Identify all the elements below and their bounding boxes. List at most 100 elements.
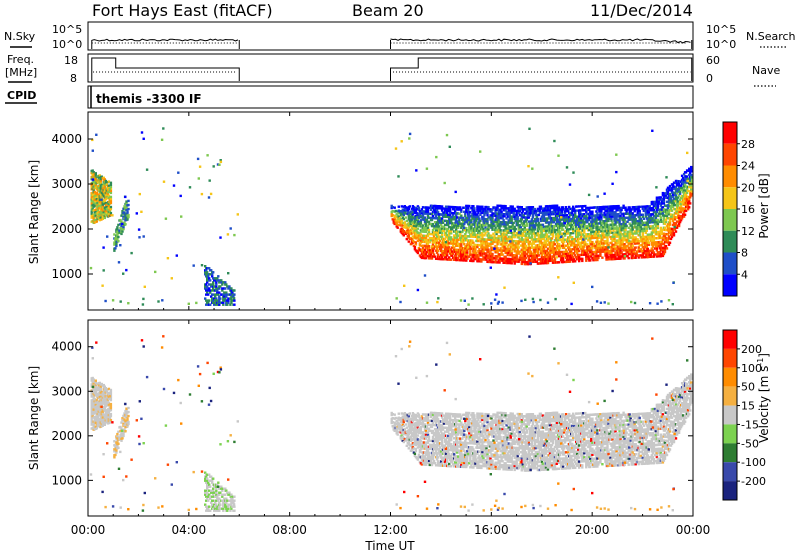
power-cell — [477, 225, 480, 229]
power-cell — [681, 207, 685, 210]
power-cell — [580, 221, 583, 224]
power-cell — [414, 214, 418, 218]
power-cell — [96, 209, 99, 213]
power-cell — [575, 219, 578, 222]
power-cell — [590, 230, 593, 234]
power-cell — [215, 283, 218, 286]
power-cell — [478, 209, 481, 212]
power-cell — [424, 256, 428, 260]
power-cell — [677, 182, 681, 185]
power-cell — [505, 217, 508, 220]
power-cell — [590, 255, 593, 258]
power-cell — [658, 236, 662, 240]
power-cell — [447, 223, 450, 227]
power-cell — [414, 241, 418, 244]
power-cell — [578, 259, 581, 263]
power-cell — [464, 233, 467, 236]
power-cell — [495, 230, 498, 234]
power-cell — [668, 219, 672, 222]
power-cell — [670, 189, 674, 192]
power-cell — [525, 222, 528, 225]
power-cell — [482, 228, 485, 231]
power-cell — [544, 231, 548, 234]
power-cell — [434, 227, 438, 230]
power-cell — [404, 226, 407, 229]
power-cell — [425, 220, 429, 223]
power-cell — [212, 281, 215, 284]
power-cell — [656, 218, 660, 222]
power-cell — [496, 224, 499, 228]
power-cell — [472, 211, 475, 214]
power-cell — [116, 230, 119, 233]
power-cell — [607, 211, 610, 214]
power-cell — [518, 207, 521, 211]
power-cell — [634, 236, 637, 239]
power-cell — [470, 221, 473, 224]
power-cell — [463, 210, 466, 213]
power-cell — [639, 254, 642, 257]
power-cell — [491, 252, 494, 256]
power-cell — [607, 256, 610, 259]
power-cell — [663, 214, 667, 217]
power-cell — [440, 205, 444, 208]
power-cell — [467, 214, 470, 218]
power-cell — [463, 255, 466, 258]
power-cell — [420, 208, 424, 211]
power-cell — [444, 219, 448, 223]
power-cell — [644, 231, 647, 234]
power-cell — [534, 222, 538, 225]
power-cell — [476, 233, 479, 237]
power-cell — [627, 256, 630, 260]
power-cell — [527, 232, 530, 235]
power-cell — [578, 229, 581, 232]
power-cell — [631, 226, 634, 229]
power-cell — [109, 185, 113, 188]
power-cell — [586, 251, 589, 254]
power-cell — [444, 231, 448, 235]
power-cell — [649, 215, 652, 218]
power-cell — [477, 256, 480, 259]
power-cell — [528, 228, 531, 231]
power-cell — [672, 187, 676, 190]
power-cell — [539, 239, 543, 243]
power-cell — [599, 244, 602, 247]
power-cell — [667, 243, 671, 246]
power-cell — [461, 255, 464, 258]
power-cell — [426, 214, 430, 217]
power-cell — [510, 251, 513, 255]
power-cell — [505, 233, 508, 236]
power-cell — [666, 233, 670, 236]
power-cell — [464, 218, 467, 222]
power-cell — [663, 250, 667, 254]
power-cell — [593, 236, 596, 240]
power-cell — [511, 248, 514, 251]
power-cell — [472, 241, 475, 244]
power-cell — [666, 190, 670, 194]
power-cell — [516, 219, 519, 223]
power-cell — [533, 258, 537, 261]
power-cell — [489, 242, 492, 245]
power-cell — [532, 246, 536, 249]
power-cell — [452, 218, 455, 221]
power-cell — [542, 225, 546, 228]
power-cell — [485, 252, 488, 255]
power-cell — [638, 234, 641, 237]
power-cell — [561, 260, 565, 264]
power-cell — [230, 289, 233, 292]
power-cell — [575, 225, 578, 228]
power-cell — [518, 258, 521, 261]
power-cell — [614, 255, 617, 259]
power-cell — [449, 221, 452, 225]
power-cell — [569, 252, 572, 255]
power-cell — [606, 223, 609, 227]
power-cell — [547, 211, 551, 214]
power-cell — [411, 213, 415, 216]
power-cell — [211, 275, 214, 278]
power-cell — [635, 252, 638, 255]
power-cell — [629, 210, 632, 213]
power-cell — [633, 248, 636, 251]
power-cell — [437, 237, 441, 240]
power-cell — [507, 219, 510, 222]
power-cell — [514, 234, 517, 237]
power-cell — [682, 215, 686, 218]
